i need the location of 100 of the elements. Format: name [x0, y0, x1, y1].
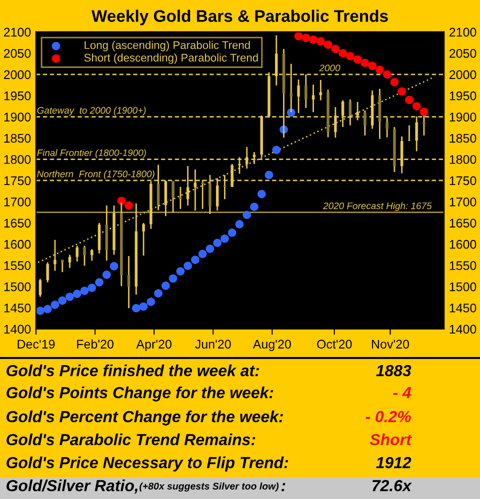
point — [176, 267, 185, 276]
point — [412, 102, 421, 110]
candlestick — [408, 124, 411, 142]
point — [235, 220, 244, 228]
text: (+80x suggests Silver too low) — [140, 482, 279, 492]
candlestick — [179, 186, 182, 210]
point — [324, 40, 332, 49]
x-tick-label: Feb'20 — [77, 339, 114, 349]
legend-label: Short (descending) Parabolic Trend — [84, 53, 258, 64]
y2-tick-label: 1600 — [4, 240, 31, 249]
y-tick-label: 1750 — [450, 176, 476, 186]
text: : — [281, 483, 286, 492]
y-tick-label: 2000 — [449, 70, 476, 80]
point — [213, 238, 222, 248]
y2-tick-label: 2050 — [4, 49, 31, 58]
point — [88, 284, 96, 292]
candlestick — [312, 84, 315, 113]
point — [191, 256, 200, 264]
candlestick — [38, 278, 42, 298]
point — [420, 108, 428, 116]
x-tick-label: Jun'20 — [195, 340, 231, 349]
candlestick — [142, 222, 145, 256]
y-tick-label: 1400 — [450, 324, 476, 334]
point — [405, 96, 414, 104]
candlestick — [68, 254, 72, 269]
y2-tick-label: 1950 — [4, 91, 31, 100]
point — [264, 170, 274, 180]
y-tick-label: 1500 — [450, 282, 476, 292]
ref-line-label: 2000 — [319, 64, 340, 72]
point — [331, 44, 340, 54]
point — [132, 304, 140, 312]
point — [316, 37, 325, 46]
text: 1883 — [376, 364, 412, 376]
point — [95, 278, 104, 286]
text: Gold's Parabolic Trend Remains: — [6, 434, 256, 446]
point — [390, 78, 399, 86]
y2-tick-label: 1650 — [4, 218, 31, 228]
point — [257, 190, 266, 198]
point — [368, 62, 376, 70]
point — [272, 146, 281, 154]
candlestick — [46, 262, 49, 284]
point — [110, 262, 118, 270]
x-tick-label: Oct'20 — [317, 340, 352, 349]
point — [309, 35, 318, 44]
ref-line-label: Gateway to 2000 (1900+) — [37, 106, 146, 116]
point — [376, 66, 384, 74]
point — [382, 70, 392, 79]
text: - 4 — [393, 387, 412, 398]
point — [154, 289, 162, 298]
text: Gold's Points Change for the week: — [6, 386, 274, 402]
point — [66, 292, 74, 301]
point — [124, 201, 133, 210]
point — [346, 52, 354, 60]
text: 72.6x — [372, 480, 412, 492]
y-tick-label: 1850 — [450, 134, 476, 143]
point — [242, 210, 252, 220]
point — [206, 244, 214, 253]
x-tick-label: Nov'20 — [372, 340, 410, 349]
y-tick-label: 1800 — [450, 155, 476, 164]
y2-tick-label: 1550 — [4, 261, 31, 270]
ref-line-label: 2020 Forecast High: 1675 — [323, 202, 432, 212]
y2-tick-label: 2000 — [4, 70, 31, 80]
x-tick-label: Apr'20 — [136, 340, 172, 352]
y2-tick-label: 1450 — [4, 304, 31, 312]
candlestick — [319, 79, 322, 101]
y2-tick-label: 1850 — [4, 134, 31, 143]
text: Gold/Silver Ratio, — [6, 480, 138, 494]
ref-line-label: Final Frontier (1800-1900) — [37, 149, 146, 158]
point — [302, 34, 310, 42]
point — [294, 32, 303, 40]
point — [228, 228, 236, 237]
point — [250, 202, 258, 211]
point — [36, 306, 44, 315]
point — [146, 298, 156, 306]
x-tick-label: Aug'20 — [252, 340, 291, 352]
y-tick-label: 1950 — [450, 91, 476, 100]
y2-tick-label: 1900 — [4, 112, 31, 122]
point — [168, 274, 178, 283]
point — [220, 234, 229, 243]
y2-tick-label: 1750 — [4, 176, 31, 186]
x-tick-label: Dec'19 — [18, 340, 55, 349]
point — [102, 270, 111, 279]
ref-line-label: Northern Front (1750-1800) — [37, 170, 154, 180]
point — [58, 296, 67, 305]
y-tick-label: 1550 — [450, 261, 476, 270]
point — [50, 300, 60, 309]
text: Gold's Percent Change for the week: — [6, 410, 283, 426]
y2-tick-label: 2100 — [4, 28, 31, 37]
text: Gold's Price finished the week at: — [6, 364, 260, 376]
y2-tick-label: 1400 — [4, 324, 31, 334]
point — [353, 55, 362, 64]
point — [162, 282, 170, 290]
candlestick — [127, 255, 130, 309]
chart-title: Weekly Gold Bars & Parabolic Trends — [92, 10, 388, 26]
y2-tick-label: 1700 — [4, 198, 31, 206]
point — [360, 58, 370, 68]
point — [139, 302, 148, 311]
text: 1912 — [376, 456, 412, 468]
point — [43, 304, 52, 314]
point — [184, 262, 192, 270]
